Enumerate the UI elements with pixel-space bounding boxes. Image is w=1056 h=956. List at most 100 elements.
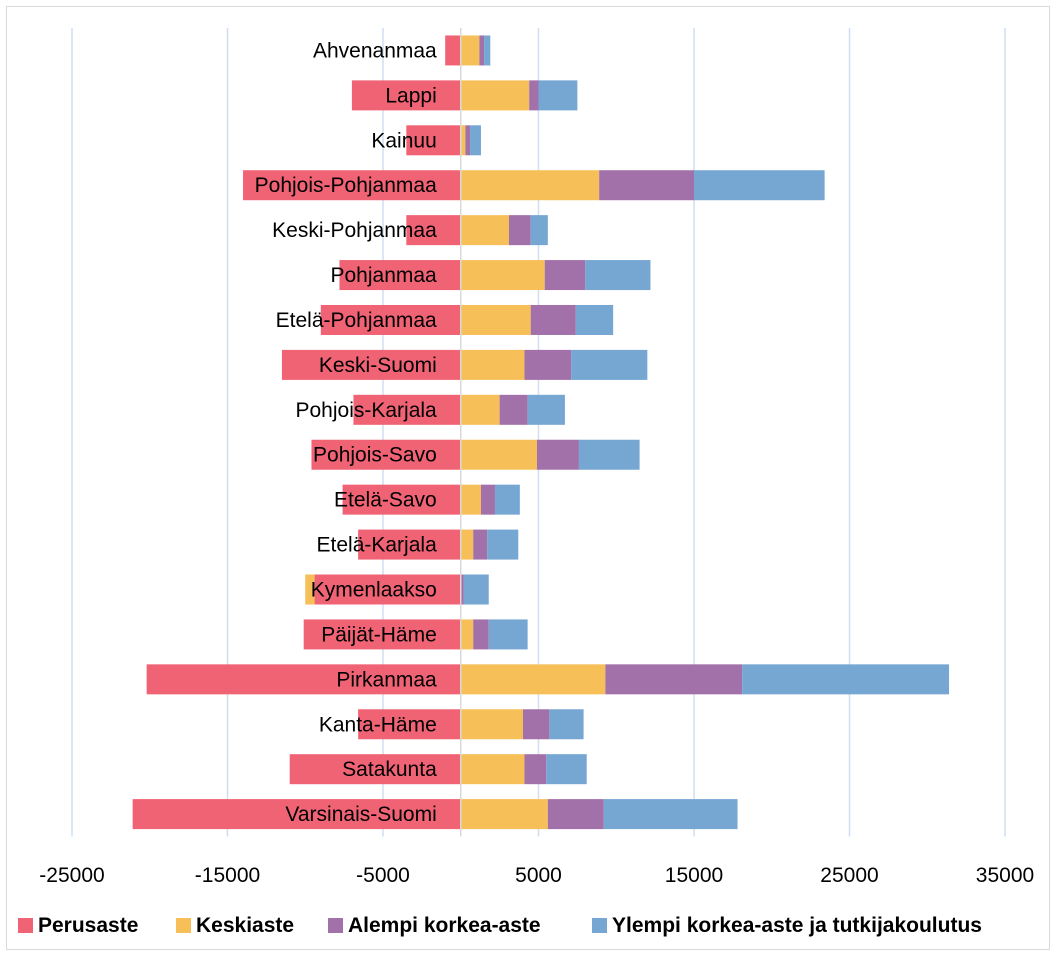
bar-14-series-0 <box>146 664 461 695</box>
bar-11-series-3 <box>487 529 519 560</box>
bar-11-series-2 <box>473 529 488 560</box>
bar-4-series-3 <box>530 215 548 246</box>
gridlines <box>71 28 1006 837</box>
x-tick-label-5: 25000 <box>820 864 878 887</box>
bar-10-series-1 <box>460 484 481 515</box>
category-label-7: Keski-Suomi <box>319 354 437 377</box>
legend-label-0: Perusaste <box>38 914 138 937</box>
category-label-2: Kainuu <box>371 129 436 152</box>
category-label-4: Keski-Pohjanmaa <box>272 219 437 242</box>
bar-5-series-2 <box>544 260 586 291</box>
bar-6-series-2 <box>530 304 576 335</box>
x-tick-label-4: 15000 <box>665 864 723 887</box>
bar-13-series-2 <box>473 619 489 650</box>
bar-6-series-3 <box>575 304 614 335</box>
bar-15-series-2 <box>522 709 550 740</box>
category-label-15: Kanta-Häme <box>319 713 437 736</box>
bar-3-series-2 <box>599 170 694 201</box>
bar-10-series-3 <box>494 484 520 515</box>
bar-17-series-0 <box>132 799 461 830</box>
category-label-0: Ahvenanmaa <box>313 39 437 62</box>
category-label-14: Pirkanmaa <box>336 668 437 691</box>
legend-label-1: Keskiaste <box>196 914 294 937</box>
x-tick-labels: -25000 -15000 -5000 5000 15000 25000 35000 <box>39 864 1034 887</box>
category-label-10: Etelä-Savo <box>334 489 437 512</box>
bar-11-series-0 <box>358 529 461 560</box>
bar-3-series-0 <box>243 170 461 201</box>
bar-7-series-2 <box>524 349 572 380</box>
bar-2-series-0 <box>406 125 461 156</box>
x-tick-label-1: -15000 <box>195 864 260 887</box>
bar-16-series-2 <box>524 754 547 785</box>
legend: Perusaste Keskiaste Alempi korkea-aste Ylem… <box>18 914 982 937</box>
legend-label-3: Ylempi korkea-aste ja tutkijakoulutus <box>612 914 982 937</box>
bar-9-series-2 <box>536 439 579 470</box>
bar-0-series-0 <box>445 35 461 66</box>
category-label-5: Pohjanmaa <box>331 264 438 287</box>
bar-0-series-1 <box>460 35 480 66</box>
bar-9-series-3 <box>578 439 640 470</box>
bar-3-series-3 <box>694 170 825 201</box>
legend-swatch-3 <box>592 918 607 933</box>
category-label-9: Pohjois-Savo <box>313 444 437 467</box>
category-label-11: Etelä-Karjala <box>317 534 438 557</box>
bar-14-series-2 <box>605 664 743 695</box>
bar-5-series-3 <box>585 260 651 291</box>
bar-6-series-1 <box>460 304 531 335</box>
bar-13-series-1 <box>460 619 474 650</box>
x-tick-label-0: -25000 <box>39 864 104 887</box>
bar-5-series-1 <box>460 260 545 291</box>
bar-15-series-3 <box>549 709 584 740</box>
x-tick-label-6: 35000 <box>976 864 1034 887</box>
bar-4-series-1 <box>460 215 509 246</box>
bar-8-series-1 <box>460 394 500 425</box>
bar-1-series-1 <box>460 80 530 111</box>
category-label-3: Pohjois-Pohjanmaa <box>255 174 437 197</box>
bars <box>132 35 950 830</box>
bar-8-series-0 <box>353 394 461 425</box>
bar-12-series-1 <box>305 574 315 605</box>
legend-label-2: Alempi korkea-aste <box>348 914 541 937</box>
bar-11-series-1 <box>460 529 474 560</box>
bar-6-series-0 <box>320 304 461 335</box>
bar-12-series-2 <box>460 574 464 605</box>
bar-1-series-3 <box>538 80 578 111</box>
bar-17-series-1 <box>460 799 548 830</box>
bar-0-series-2 <box>479 35 485 66</box>
bar-13-series-3 <box>488 619 528 650</box>
bar-1-series-0 <box>351 80 461 111</box>
category-label-6: Etelä-Pohjanmaa <box>276 309 437 332</box>
bar-14-series-1 <box>460 664 606 695</box>
bar-13-series-0 <box>303 619 461 650</box>
bar-15-series-0 <box>358 709 461 740</box>
bar-1-series-2 <box>529 80 539 111</box>
bar-16-series-0 <box>289 754 461 785</box>
category-label-12: Kymenlaakso <box>311 579 437 602</box>
bar-5-series-0 <box>339 260 461 291</box>
bar-15-series-1 <box>460 709 523 740</box>
bar-7-series-0 <box>281 349 461 380</box>
category-label-1: Lappi <box>385 84 436 107</box>
bar-2-series-1 <box>460 125 466 156</box>
bar-7-series-3 <box>571 349 648 380</box>
bar-12-series-0 <box>314 574 461 605</box>
bar-2-series-2 <box>465 125 471 156</box>
bar-16-series-1 <box>460 754 525 785</box>
bar-7-series-1 <box>460 349 525 380</box>
bar-2-series-3 <box>470 125 481 156</box>
bar-4-series-2 <box>508 215 531 246</box>
x-tick-label-3: 5000 <box>515 864 562 887</box>
chart-frame <box>6 6 1050 950</box>
legend-swatch-2 <box>328 918 343 933</box>
bar-10-series-0 <box>342 484 461 515</box>
bar-4-series-0 <box>406 215 461 246</box>
bar-17-series-3 <box>603 799 738 830</box>
bar-8-series-3 <box>527 394 565 425</box>
bar-14-series-3 <box>742 664 950 695</box>
bar-12-series-3 <box>463 574 489 605</box>
category-label-8: Pohjois-Karjala <box>296 399 438 422</box>
legend-swatch-1 <box>176 918 191 933</box>
category-labels: Ahvenanmaa Lappi Kainuu Pohjois-Pohjanmaa Ke… <box>255 39 437 826</box>
bar-17-series-2 <box>547 799 604 830</box>
